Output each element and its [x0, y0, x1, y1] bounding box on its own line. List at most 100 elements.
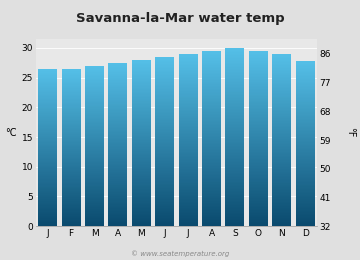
Bar: [179, 123, 198, 124]
Bar: [202, 122, 221, 124]
Bar: [202, 214, 221, 216]
Bar: [132, 132, 151, 133]
Bar: [132, 97, 151, 99]
Bar: [202, 89, 221, 90]
Bar: [225, 87, 244, 88]
Bar: [225, 110, 244, 112]
Bar: [179, 62, 198, 64]
Bar: [202, 175, 221, 177]
Bar: [202, 172, 221, 174]
Bar: [155, 187, 174, 188]
Bar: [155, 81, 174, 82]
Bar: [155, 158, 174, 160]
Bar: [132, 203, 151, 204]
Bar: [85, 210, 104, 211]
Bar: [108, 83, 127, 84]
Bar: [108, 100, 127, 101]
Bar: [296, 222, 315, 223]
Bar: [38, 134, 57, 136]
Bar: [202, 67, 221, 68]
Bar: [108, 202, 127, 203]
Bar: [38, 144, 57, 145]
Bar: [155, 147, 174, 148]
Bar: [85, 121, 104, 122]
Bar: [249, 203, 268, 204]
Bar: [179, 137, 198, 139]
Bar: [132, 200, 151, 201]
Bar: [296, 185, 315, 186]
Bar: [202, 80, 221, 82]
Bar: [202, 203, 221, 204]
Bar: [108, 176, 127, 177]
Bar: [296, 208, 315, 210]
Bar: [202, 79, 221, 80]
Bar: [179, 190, 198, 192]
Bar: [132, 131, 151, 132]
Bar: [296, 182, 315, 184]
Bar: [62, 187, 81, 188]
Bar: [62, 191, 81, 192]
Bar: [179, 213, 198, 215]
Bar: [296, 194, 315, 196]
Bar: [62, 84, 81, 86]
Bar: [179, 114, 198, 116]
Bar: [38, 159, 57, 161]
Bar: [38, 95, 57, 96]
Bar: [202, 137, 221, 139]
Bar: [202, 139, 221, 140]
Bar: [272, 159, 291, 160]
Bar: [272, 83, 291, 84]
Bar: [38, 103, 57, 104]
Bar: [296, 221, 315, 222]
Bar: [179, 220, 198, 222]
Bar: [132, 110, 151, 111]
Bar: [179, 143, 198, 144]
Bar: [272, 100, 291, 101]
Bar: [85, 98, 104, 99]
Bar: [202, 225, 221, 226]
Bar: [296, 217, 315, 218]
Bar: [62, 91, 81, 92]
Bar: [155, 171, 174, 173]
Bar: [249, 51, 268, 52]
Bar: [272, 213, 291, 215]
Bar: [249, 209, 268, 210]
Bar: [296, 93, 315, 94]
Bar: [179, 163, 198, 164]
Bar: [62, 206, 81, 208]
Bar: [202, 178, 221, 179]
Bar: [155, 181, 174, 183]
Bar: [38, 120, 57, 121]
Bar: [108, 179, 127, 180]
Bar: [296, 68, 315, 69]
Bar: [179, 70, 198, 71]
Bar: [108, 131, 127, 132]
Bar: [38, 213, 57, 214]
Bar: [296, 101, 315, 102]
Bar: [132, 126, 151, 128]
Bar: [85, 88, 104, 90]
Bar: [132, 204, 151, 205]
Bar: [296, 69, 315, 71]
Bar: [202, 52, 221, 54]
Bar: [179, 192, 198, 193]
Bar: [155, 62, 174, 64]
Bar: [85, 205, 104, 206]
Bar: [296, 123, 315, 124]
Bar: [225, 48, 244, 49]
Bar: [272, 192, 291, 193]
Bar: [179, 159, 198, 160]
Bar: [62, 178, 81, 179]
Bar: [249, 178, 268, 179]
Bar: [249, 67, 268, 68]
Bar: [202, 210, 221, 212]
Bar: [225, 76, 244, 78]
Bar: [179, 193, 198, 194]
Bar: [62, 79, 81, 81]
Bar: [179, 141, 198, 143]
Bar: [296, 207, 315, 208]
Bar: [225, 186, 244, 187]
Bar: [272, 123, 291, 124]
Bar: [272, 60, 291, 61]
Bar: [202, 194, 221, 196]
